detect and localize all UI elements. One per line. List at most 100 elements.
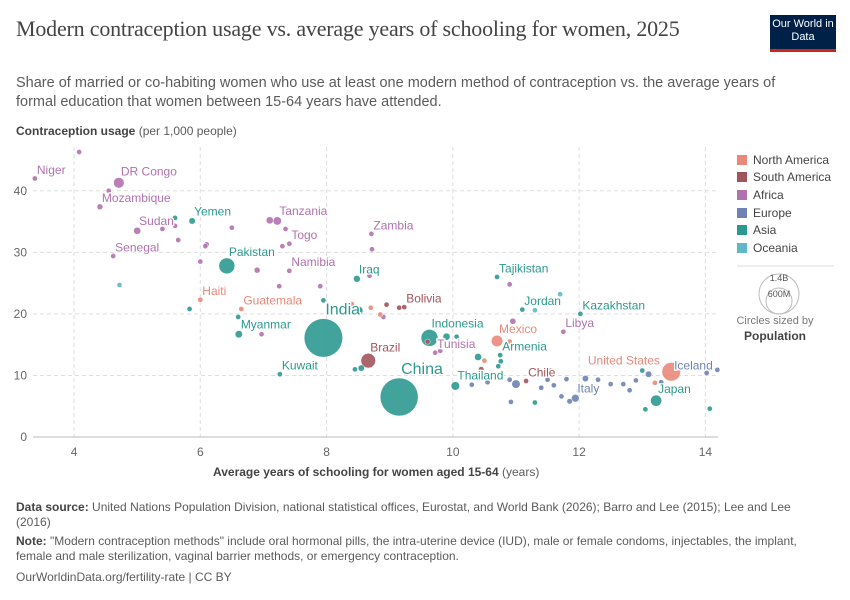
- size-legend-large-label: 1.4B: [770, 273, 789, 283]
- data-point-libya: [560, 328, 567, 335]
- data-point: [320, 297, 327, 304]
- legend-item[interactable]: Asia: [737, 221, 831, 239]
- chart-subtitle: Share of married or co-habiting women wh…: [16, 75, 776, 110]
- data-point: [357, 364, 365, 372]
- data-point: [367, 304, 374, 311]
- data-label: Pakistan: [229, 245, 275, 259]
- data-point: [544, 376, 551, 383]
- data-point: [159, 226, 166, 232]
- data-point-jordan: [519, 306, 526, 313]
- legend-swatch: [737, 154, 747, 165]
- legend-swatch: [737, 242, 747, 253]
- data-label: Togo: [291, 228, 317, 242]
- data-point-thailand: [450, 381, 460, 391]
- size-legend-circle-small: [765, 287, 793, 315]
- data-point-tanzania: [272, 216, 282, 226]
- data-label: China: [401, 361, 443, 378]
- data-label: Iceland: [674, 358, 713, 372]
- y-tick-label: 30: [14, 245, 28, 259]
- data-label: Namibia: [291, 255, 335, 269]
- data-label: Tanzania: [279, 204, 327, 218]
- data-point-mozambique: [96, 203, 104, 210]
- legend-label: Asia: [753, 223, 777, 238]
- data-label: Armenia: [502, 340, 547, 354]
- data-source: Data source: United Nations Population D…: [16, 500, 816, 530]
- data-point: [468, 381, 475, 388]
- data-point: [366, 272, 373, 279]
- data-point: [453, 333, 460, 340]
- y-tick-label: 20: [14, 307, 28, 321]
- legend-swatch: [737, 225, 747, 236]
- legend-item[interactable]: Africa: [737, 186, 831, 204]
- data-point: [186, 306, 193, 312]
- data-point-iraq: [353, 275, 361, 283]
- data-point-tunisia: [432, 349, 439, 356]
- data-point: [197, 258, 204, 265]
- source-label: Data source:: [16, 500, 89, 514]
- data-point-senegal: [110, 253, 117, 259]
- note-text: "Modern contraception methods" include o…: [16, 534, 797, 563]
- data-point-tajikistan: [494, 274, 500, 280]
- data-label: United States: [588, 353, 660, 367]
- data-point: [494, 372, 500, 379]
- data-point: [279, 243, 286, 250]
- data-point: [396, 304, 403, 311]
- data-point-myanmar: [234, 330, 243, 339]
- legend-item[interactable]: South America: [737, 169, 831, 187]
- data-point: [639, 367, 646, 374]
- data-point: [474, 353, 482, 361]
- data-point: [703, 370, 710, 376]
- data-point: [317, 283, 324, 290]
- data-point-zambia: [368, 231, 375, 237]
- data-label: Chile: [528, 365, 556, 379]
- legend-item[interactable]: Europe: [737, 204, 831, 222]
- data-point-chile: [523, 378, 529, 384]
- data-label: Brazil: [370, 340, 400, 354]
- data-point: [563, 376, 570, 382]
- data-label: Niger: [37, 163, 66, 177]
- data-point-indonesia: [420, 329, 439, 347]
- data-point: [353, 305, 364, 316]
- x-tick-label: 12: [572, 445, 586, 459]
- data-point: [652, 379, 658, 386]
- data-point: [352, 366, 358, 373]
- data-point: [276, 283, 283, 290]
- data-label: Yemen: [194, 205, 231, 219]
- data-label: Haiti: [202, 284, 226, 298]
- source-text: United Nations Population Division, nati…: [16, 500, 791, 529]
- data-label: DR Congo: [121, 164, 177, 178]
- data-point: [576, 387, 582, 394]
- data-label: Thailand: [457, 369, 503, 383]
- data-point: [506, 376, 513, 383]
- data-point: [484, 379, 491, 386]
- legend-item[interactable]: Oceania: [737, 239, 831, 257]
- data-point-kuwait: [277, 371, 283, 378]
- data-point-dr-congo: [113, 177, 125, 189]
- data-point: [383, 301, 390, 308]
- legend-label: Africa: [753, 187, 784, 202]
- y-tick-label: 40: [14, 184, 28, 198]
- data-label: Iraq: [359, 262, 380, 276]
- data-point: [658, 379, 665, 386]
- y-axis-label-unit: (per 1,000 people): [138, 124, 237, 138]
- legend-swatch: [737, 189, 747, 200]
- data-label: Zambia: [373, 218, 413, 232]
- data-label: Myanmar: [241, 317, 291, 331]
- data-point-japan: [650, 394, 663, 407]
- data-point: [437, 347, 444, 354]
- region-legend: North America South America Africa Europe As…: [737, 151, 831, 257]
- data-point: [229, 224, 235, 231]
- data-point: [172, 215, 178, 221]
- data-point-sudan: [133, 226, 141, 235]
- data-point: [508, 399, 514, 405]
- data-label: Indonesia: [431, 316, 483, 330]
- footer-url[interactable]: OurWorldinData.org/fertility-rate | CC B…: [16, 570, 232, 584]
- owid-logo[interactable]: Our World in Data: [770, 15, 836, 52]
- legend-item[interactable]: North America: [737, 151, 831, 169]
- data-label: Senegal: [115, 240, 159, 254]
- data-point-india: [303, 318, 343, 358]
- data-point-namibia: [286, 267, 293, 274]
- data-point: [76, 149, 82, 155]
- size-legend-variable: Population: [744, 329, 806, 343]
- data-point: [557, 291, 564, 298]
